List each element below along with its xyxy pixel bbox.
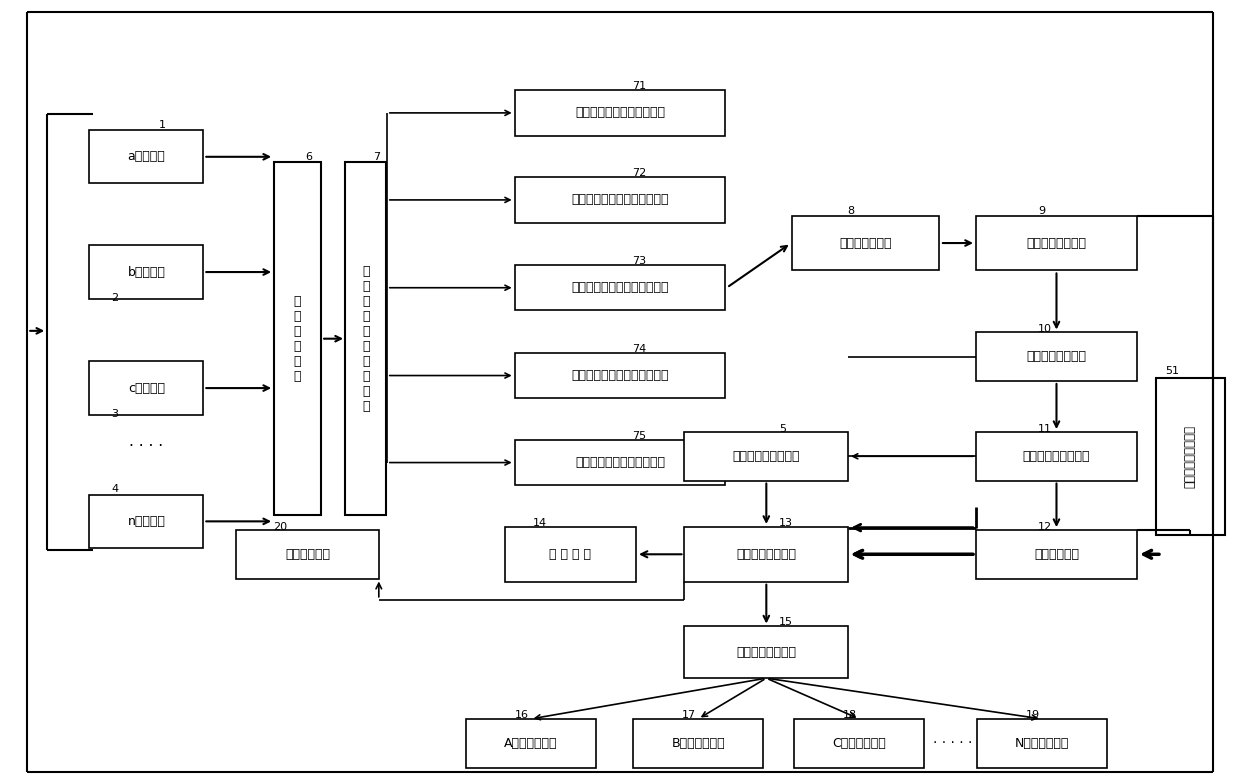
Text: 18: 18	[843, 710, 857, 720]
Text: · · · · ·: · · · · ·	[932, 736, 972, 750]
FancyBboxPatch shape	[89, 130, 203, 183]
Text: 2: 2	[112, 292, 119, 303]
FancyBboxPatch shape	[976, 530, 1137, 579]
Text: 11: 11	[1038, 423, 1052, 434]
Text: 主干道车辆特征信息采集终端: 主干道车辆特征信息采集终端	[572, 194, 668, 206]
Text: 75: 75	[632, 430, 646, 441]
FancyBboxPatch shape	[684, 626, 848, 678]
Text: 3: 3	[112, 408, 119, 419]
FancyBboxPatch shape	[684, 527, 848, 582]
Text: 车辆收费账目拆分: 车辆收费账目拆分	[737, 646, 796, 659]
FancyBboxPatch shape	[236, 530, 379, 579]
FancyBboxPatch shape	[1156, 378, 1225, 535]
Text: 9: 9	[1038, 206, 1045, 216]
Text: 人工收费窗口: 人工收费窗口	[1034, 548, 1079, 561]
Text: 服务区车辆特征信息采集终端: 服务区车辆特征信息采集终端	[572, 369, 668, 382]
FancyBboxPatch shape	[794, 719, 924, 768]
FancyBboxPatch shape	[466, 719, 595, 768]
Text: B路网公司账户: B路网公司账户	[671, 737, 725, 750]
FancyBboxPatch shape	[684, 432, 848, 481]
Text: 未绑定支付账户车辆: 未绑定支付账户车辆	[1184, 425, 1197, 488]
FancyBboxPatch shape	[792, 216, 939, 270]
Text: 10: 10	[1038, 324, 1052, 334]
Text: A路网公司账户: A路网公司账户	[503, 737, 558, 750]
Text: 短信推送平台: 短信推送平台	[285, 548, 330, 561]
Text: 扣 款 结 算: 扣 款 结 算	[549, 548, 591, 561]
Text: 车辆路径及里程统计: 车辆路径及里程统计	[1023, 450, 1090, 463]
Text: 6: 6	[305, 152, 312, 162]
Text: 7: 7	[373, 152, 381, 162]
FancyBboxPatch shape	[632, 719, 763, 768]
FancyBboxPatch shape	[976, 216, 1137, 270]
Text: a通行车辆: a通行车辆	[128, 151, 165, 163]
Text: 51: 51	[1166, 366, 1179, 376]
Text: 14: 14	[533, 518, 547, 528]
Text: 8: 8	[847, 206, 854, 216]
Text: c通行车辆: c通行车辆	[128, 382, 165, 394]
Text: C路网公司账户: C路网公司账户	[832, 737, 887, 750]
Text: 云端信息识别中心: 云端信息识别中心	[1027, 237, 1086, 249]
Text: 15: 15	[779, 617, 792, 627]
FancyBboxPatch shape	[89, 495, 203, 548]
FancyBboxPatch shape	[515, 177, 725, 223]
Text: 73: 73	[632, 256, 646, 266]
Text: 出口车辆特征信息采集终端: 出口车辆特征信息采集终端	[575, 456, 665, 469]
Text: 云端储存服务器: 云端储存服务器	[839, 237, 892, 249]
Text: N路网公司账户: N路网公司账户	[1014, 737, 1069, 750]
Text: 20: 20	[273, 521, 286, 532]
FancyBboxPatch shape	[89, 361, 203, 415]
Text: 71: 71	[632, 81, 646, 91]
Text: 74: 74	[632, 343, 646, 354]
Text: 5: 5	[779, 423, 786, 434]
Text: · · · ·: · · · ·	[129, 439, 164, 455]
FancyBboxPatch shape	[976, 432, 1137, 481]
FancyBboxPatch shape	[345, 162, 387, 515]
Text: 云端收费结算中心: 云端收费结算中心	[737, 548, 796, 561]
Text: 72: 72	[632, 168, 646, 178]
FancyBboxPatch shape	[976, 332, 1137, 381]
Text: 车
辆
特
征
信
息
采
集
终
端: 车 辆 特 征 信 息 采 集 终 端	[362, 265, 370, 412]
Text: 支路口车辆特征信息采集终端: 支路口车辆特征信息采集终端	[572, 281, 668, 294]
Text: 13: 13	[779, 518, 792, 528]
FancyBboxPatch shape	[515, 440, 725, 485]
Text: 19: 19	[1025, 710, 1039, 720]
Text: 4: 4	[112, 484, 119, 494]
FancyBboxPatch shape	[977, 719, 1107, 768]
Text: n通行车辆: n通行车辆	[128, 515, 165, 528]
Text: 1: 1	[159, 120, 166, 130]
FancyBboxPatch shape	[515, 265, 725, 310]
FancyBboxPatch shape	[89, 245, 203, 299]
Text: 12: 12	[1038, 521, 1052, 532]
FancyBboxPatch shape	[515, 90, 725, 136]
FancyBboxPatch shape	[274, 162, 321, 515]
Text: 入口车辆特征信息采集终端: 入口车辆特征信息采集终端	[575, 107, 665, 119]
Text: 已绑定支付账户车辆: 已绑定支付账户车辆	[733, 450, 800, 463]
Text: 专
用
安
全
通
道: 专 用 安 全 通 道	[294, 295, 301, 383]
Text: b通行车辆: b通行车辆	[128, 266, 165, 278]
FancyBboxPatch shape	[515, 353, 725, 398]
Text: 16: 16	[515, 710, 528, 720]
Text: 17: 17	[682, 710, 696, 720]
FancyBboxPatch shape	[506, 527, 636, 582]
Text: 车辆信息匹配结果: 车辆信息匹配结果	[1027, 350, 1086, 363]
